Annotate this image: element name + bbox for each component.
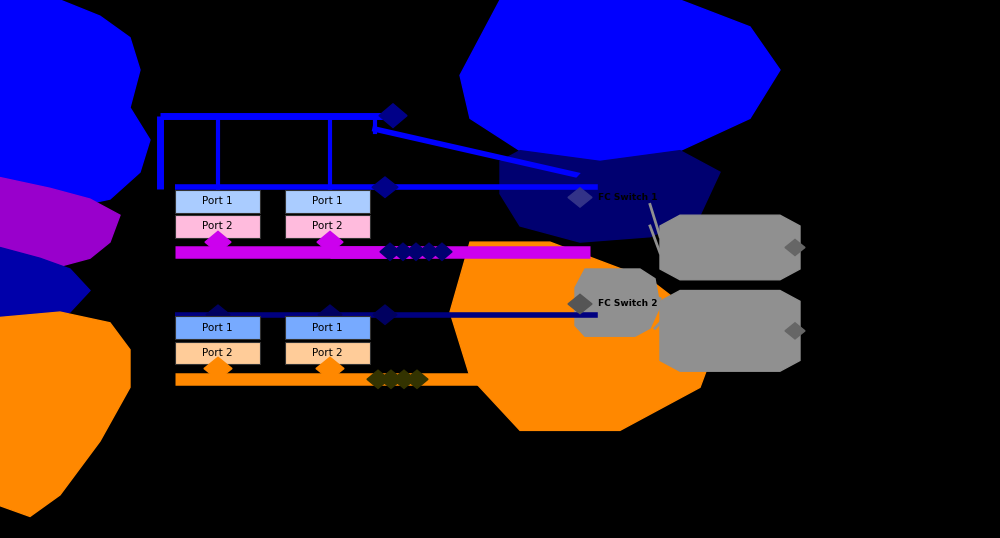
Polygon shape — [380, 243, 400, 260]
FancyBboxPatch shape — [285, 190, 370, 213]
Polygon shape — [660, 291, 800, 371]
Text: Port 2: Port 2 — [312, 222, 343, 231]
Polygon shape — [406, 243, 426, 260]
Polygon shape — [419, 243, 439, 260]
Text: Port 1: Port 1 — [312, 323, 343, 332]
Polygon shape — [660, 215, 800, 280]
Polygon shape — [393, 243, 413, 260]
Polygon shape — [432, 243, 452, 260]
Polygon shape — [785, 239, 805, 256]
Polygon shape — [318, 305, 342, 324]
FancyBboxPatch shape — [285, 215, 370, 238]
Polygon shape — [0, 247, 90, 323]
Polygon shape — [575, 269, 660, 336]
Polygon shape — [568, 188, 592, 207]
Polygon shape — [317, 231, 343, 253]
FancyBboxPatch shape — [175, 215, 260, 238]
Polygon shape — [367, 370, 389, 388]
Polygon shape — [0, 312, 130, 516]
Polygon shape — [393, 370, 415, 388]
Text: FC Switch 1: FC Switch 1 — [598, 193, 658, 202]
Polygon shape — [205, 231, 231, 253]
FancyBboxPatch shape — [175, 316, 260, 339]
Polygon shape — [450, 242, 720, 430]
Polygon shape — [785, 323, 805, 339]
FancyBboxPatch shape — [175, 190, 260, 213]
Polygon shape — [568, 294, 592, 314]
Polygon shape — [0, 178, 120, 269]
Polygon shape — [206, 305, 230, 324]
Polygon shape — [460, 0, 780, 161]
Text: Port 2: Port 2 — [202, 222, 233, 231]
Polygon shape — [316, 357, 344, 380]
Text: Port 2: Port 2 — [202, 348, 233, 358]
Text: Port 1: Port 1 — [202, 196, 233, 206]
Text: FC Switch 2: FC Switch 2 — [598, 300, 658, 308]
Polygon shape — [500, 151, 720, 242]
Polygon shape — [379, 104, 407, 128]
Polygon shape — [373, 305, 397, 324]
Text: Port 1: Port 1 — [202, 323, 233, 332]
Polygon shape — [380, 370, 402, 388]
Polygon shape — [0, 0, 150, 210]
Polygon shape — [406, 370, 428, 388]
FancyBboxPatch shape — [175, 342, 260, 364]
Text: Port 1: Port 1 — [312, 196, 343, 206]
FancyBboxPatch shape — [285, 316, 370, 339]
Text: Port 2: Port 2 — [312, 348, 343, 358]
Polygon shape — [372, 177, 398, 197]
Polygon shape — [204, 357, 232, 380]
Polygon shape — [575, 169, 650, 226]
FancyBboxPatch shape — [285, 342, 370, 364]
